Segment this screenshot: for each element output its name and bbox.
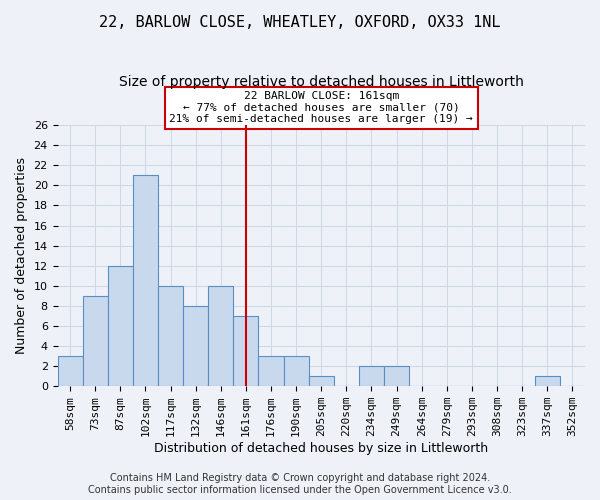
Text: Contains HM Land Registry data © Crown copyright and database right 2024.
Contai: Contains HM Land Registry data © Crown c… [88,474,512,495]
Bar [158,286,183,386]
Bar [259,356,284,386]
Bar [384,366,409,386]
Text: 22 BARLOW CLOSE: 161sqm
← 77% of detached houses are smaller (70)
21% of semi-de: 22 BARLOW CLOSE: 161sqm ← 77% of detache… [169,91,473,124]
Bar [359,366,384,386]
Text: 22, BARLOW CLOSE, WHEATLEY, OXFORD, OX33 1NL: 22, BARLOW CLOSE, WHEATLEY, OXFORD, OX33… [99,15,501,30]
Title: Size of property relative to detached houses in Littleworth: Size of property relative to detached ho… [119,75,524,89]
Bar [183,306,208,386]
Bar [208,286,233,386]
Bar [58,356,83,386]
Bar [233,316,259,386]
Bar [83,296,108,386]
Bar [284,356,309,386]
Bar [108,266,133,386]
Y-axis label: Number of detached properties: Number of detached properties [15,157,28,354]
X-axis label: Distribution of detached houses by size in Littleworth: Distribution of detached houses by size … [154,442,488,455]
Bar [309,376,334,386]
Bar [535,376,560,386]
Bar [133,176,158,386]
